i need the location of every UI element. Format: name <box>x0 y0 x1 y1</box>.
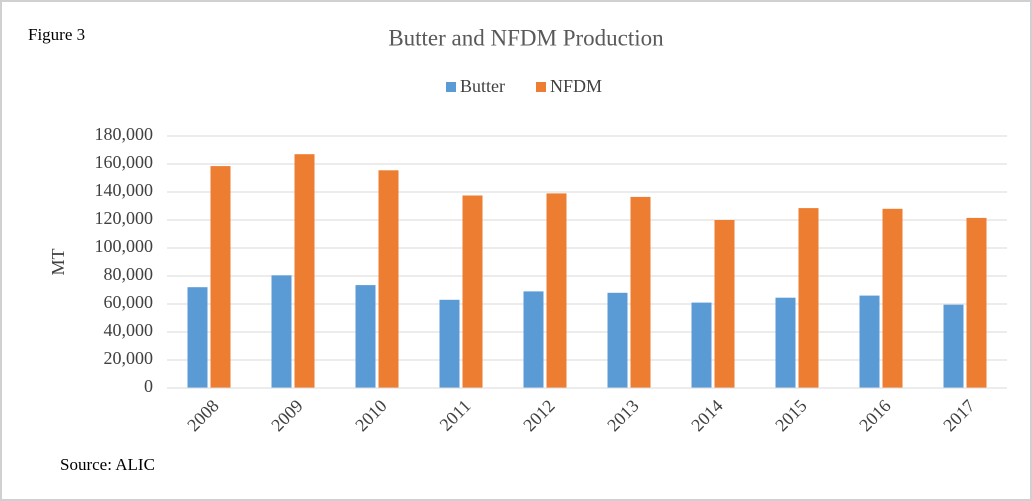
y-tick-label: 180,000 <box>95 124 154 144</box>
bar <box>187 287 208 388</box>
bar <box>378 170 399 388</box>
bar <box>271 275 292 388</box>
y-axis-label: MT <box>48 248 68 275</box>
y-tick-label: 80,000 <box>104 264 154 284</box>
bar <box>714 220 735 388</box>
bar <box>798 208 819 388</box>
source-note: Source: ALIC <box>60 455 155 474</box>
legend-swatch <box>446 82 456 92</box>
bar <box>943 304 964 388</box>
y-tick-label: 60,000 <box>104 292 154 312</box>
legend-swatch <box>536 82 546 92</box>
bar <box>691 302 712 388</box>
chart-title: Butter and NFDM Production <box>388 25 664 50</box>
y-tick-label: 0 <box>144 376 153 396</box>
bar <box>546 193 567 388</box>
bar <box>523 291 544 388</box>
y-tick-label: 40,000 <box>104 320 154 340</box>
bar <box>462 195 483 388</box>
y-tick-label: 100,000 <box>95 236 154 256</box>
bar <box>775 297 796 388</box>
y-tick-label: 140,000 <box>95 180 154 200</box>
bar <box>882 208 903 388</box>
bar <box>439 299 460 388</box>
bar <box>294 154 315 388</box>
y-tick-label: 160,000 <box>95 152 154 172</box>
y-tick-label: 20,000 <box>104 348 154 368</box>
bar <box>210 166 231 388</box>
legend-label: NFDM <box>550 76 602 96</box>
figure-label: Figure 3 <box>28 25 85 44</box>
bar <box>355 285 376 388</box>
y-tick-label: 120,000 <box>95 208 154 228</box>
bar <box>630 196 651 388</box>
bar <box>966 217 987 388</box>
legend-label: Butter <box>460 76 505 96</box>
bar <box>607 292 628 388</box>
bar <box>859 295 880 388</box>
